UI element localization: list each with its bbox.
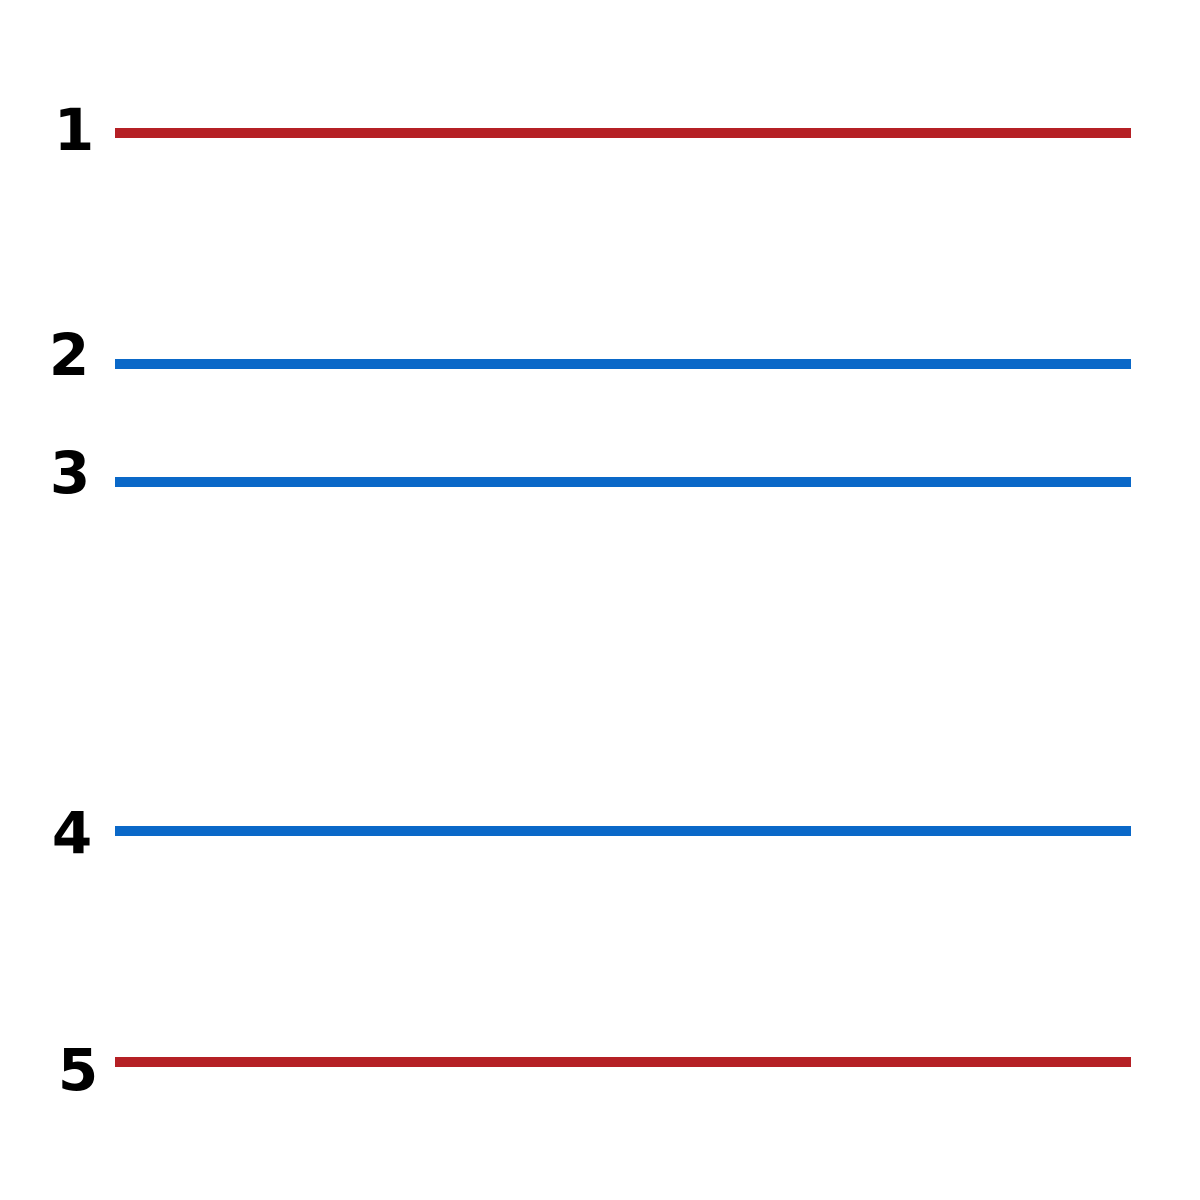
row-line-3 (115, 477, 1131, 487)
row-label-2: 2 (48, 321, 90, 389)
row-label-1: 1 (53, 96, 95, 164)
row-label-4: 4 (51, 799, 93, 867)
row-line-1 (115, 128, 1131, 138)
row-line-4 (115, 826, 1131, 836)
row-line-2 (115, 359, 1131, 369)
row-label-3: 3 (49, 439, 91, 507)
row-label-5: 5 (57, 1036, 99, 1104)
row-line-5 (115, 1057, 1131, 1067)
